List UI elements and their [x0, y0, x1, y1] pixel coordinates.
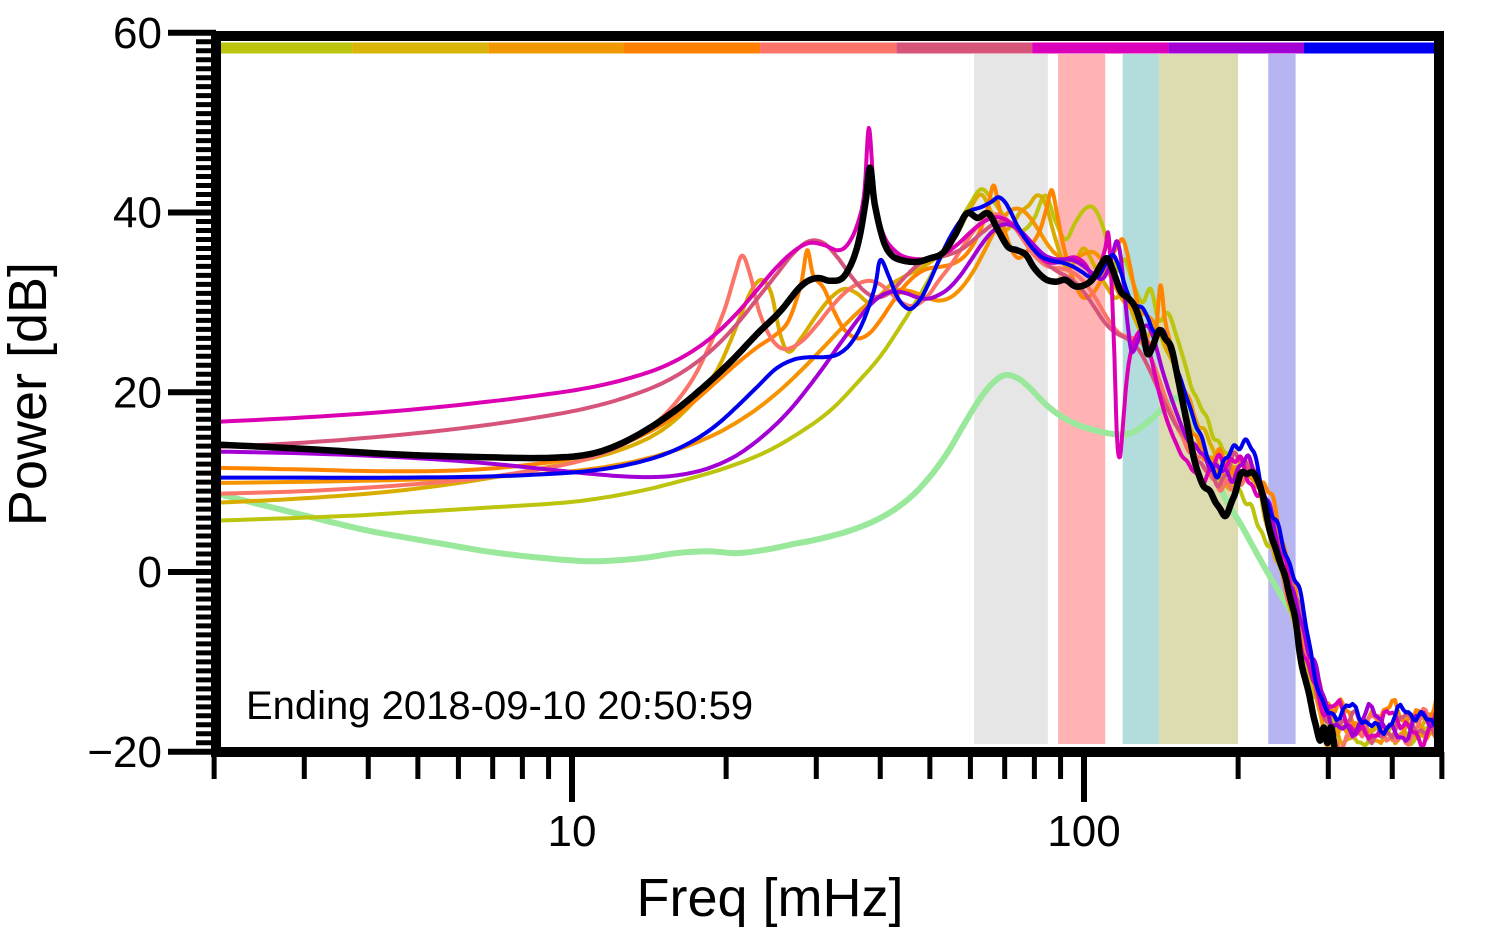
time-strip-segment-3 — [488, 42, 624, 54]
axis-ticks — [168, 29, 1445, 802]
series-lightgreen-reference — [221, 371, 1335, 749]
series-blue — [221, 195, 1434, 736]
x-tick-label: 10 — [548, 807, 597, 856]
y-tick-label: −20 — [87, 728, 162, 777]
series-orange-bright — [221, 183, 1434, 736]
time-strip-segment-4 — [623, 42, 761, 54]
y-tick-label: 0 — [138, 548, 162, 597]
ending-time-annotation: Ending 2018-09-10 20:50:59 — [246, 684, 753, 728]
series-magenta — [221, 126, 1434, 748]
series-black-mean — [221, 164, 1339, 749]
time-strip-segment-6 — [896, 42, 1033, 54]
time-strip-segment-7 — [1032, 42, 1169, 54]
y-axis-label: Power [dB] — [0, 262, 58, 526]
axes-frame — [211, 31, 1444, 757]
band-gray — [974, 54, 1048, 744]
y-tick-label: 40 — [113, 189, 162, 238]
y-tick-label: 60 — [113, 9, 162, 58]
time-strip-segment-2 — [352, 42, 489, 54]
time-color-strip — [221, 42, 1434, 54]
tick-labels: 60 40 20 0 −20 10 100 — [87, 9, 1120, 856]
band-lavender — [1268, 54, 1296, 744]
band-teal — [1122, 54, 1159, 744]
time-strip-segment-8 — [1168, 42, 1305, 54]
spectra-curves — [221, 126, 1434, 749]
x-axis-label: Freq [mHz] — [636, 868, 903, 928]
time-strip-segment-9 — [1304, 42, 1434, 54]
x-tick-label: 100 — [1047, 807, 1120, 856]
series-purple — [221, 222, 1434, 743]
band-pink — [1058, 54, 1106, 744]
time-strip-segment-1 — [221, 42, 353, 54]
frequency-bands — [974, 54, 1296, 744]
y-tick-label: 20 — [113, 368, 162, 417]
time-strip-segment-5 — [760, 42, 897, 54]
